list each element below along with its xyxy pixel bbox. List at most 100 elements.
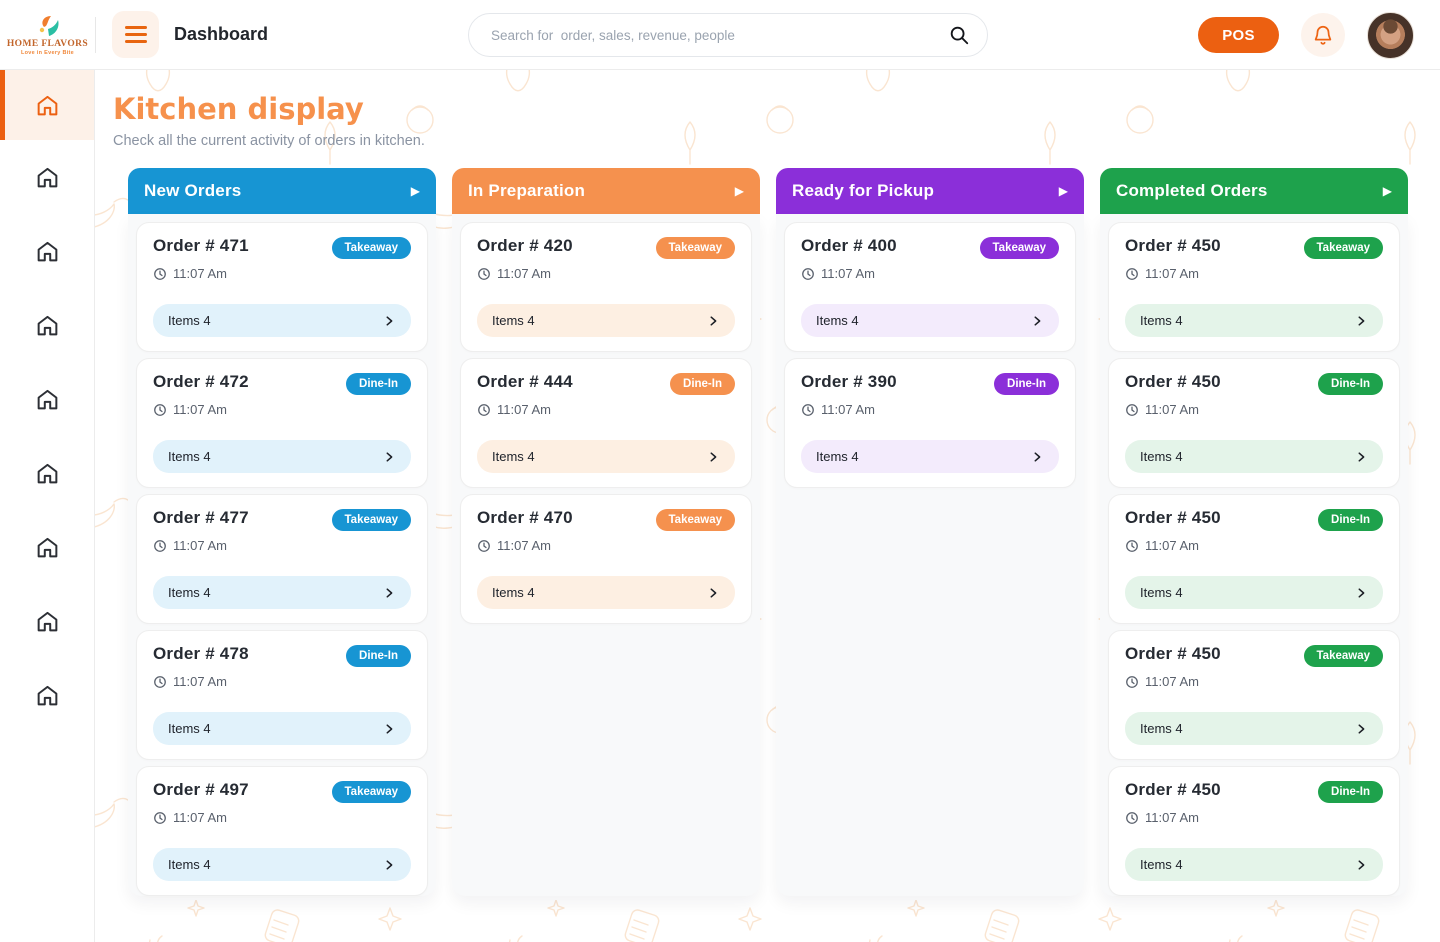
order-card[interactable]: Order # 450 Takeaway 11:07 Am Items 4 [1108,630,1400,760]
pos-button[interactable]: POS [1198,17,1279,53]
order-time: 11:07 Am [153,810,411,825]
order-type-badge: Takeaway [1303,645,1383,667]
sidebar-item-5[interactable] [0,436,94,510]
menu-icon[interactable] [112,11,159,58]
order-card[interactable]: Order # 477 Takeaway 11:07 Am Items 4 [136,494,428,624]
order-card[interactable]: Order # 478 Dine-In 11:07 Am Items 4 [136,630,428,760]
order-items-button[interactable]: Items 4 [1125,712,1383,745]
order-items-button[interactable]: Items 4 [801,440,1059,473]
column-header-in-preparation[interactable]: In Preparation ▶ [452,168,760,214]
column-header-new-orders[interactable]: New Orders ▶ [128,168,436,214]
chevron-right-icon [710,315,717,326]
column-completed-orders: Completed Orders ▶ Order # 450 Takeaway 11:0… [1100,168,1408,896]
sidebar-item-0-active[interactable] [0,70,94,140]
order-card-top: Order # 478 Dine-In [153,644,411,667]
order-items-button[interactable]: Items 4 [1125,848,1383,881]
order-time-label: 11:07 Am [173,538,227,553]
order-card[interactable]: Order # 400 Takeaway 11:07 Am Items 4 [784,222,1076,352]
order-time-label: 11:07 Am [497,538,551,553]
order-items-button[interactable]: Items 4 [153,848,411,881]
sidebar-item-1[interactable] [0,140,94,214]
order-items-button[interactable]: Items 4 [477,440,735,473]
order-time-label: 11:07 Am [1145,810,1199,825]
order-card[interactable]: Order # 390 Dine-In 11:07 Am Items 4 [784,358,1076,488]
order-time-label: 11:07 Am [821,266,875,281]
order-items-button[interactable]: Items 4 [1125,576,1383,609]
order-items-button[interactable]: Items 4 [153,304,411,337]
order-items-button[interactable]: Items 4 [1125,304,1383,337]
chevron-right-icon [1358,315,1365,326]
items-label: Items 4 [1140,449,1183,464]
order-items-button[interactable]: Items 4 [153,440,411,473]
order-number: Order # 390 [801,372,897,391]
home-icon [37,463,57,483]
search-bar [468,13,988,57]
order-time-label: 11:07 Am [173,266,227,281]
home-icon [37,95,57,115]
sidebar-item-4[interactable] [0,362,94,436]
order-items-button[interactable]: Items 4 [477,576,735,609]
order-time: 11:07 Am [477,402,735,417]
search-icon[interactable] [948,24,970,46]
search-input[interactable] [468,13,988,57]
arrow-right-icon[interactable]: ▶ [734,184,744,198]
order-card[interactable]: Order # 450 Dine-In 11:07 Am Items 4 [1108,358,1400,488]
order-card[interactable]: Order # 444 Dine-In 11:07 Am Items 4 [460,358,752,488]
order-number: Order # 450 [1125,508,1221,527]
order-items-button[interactable]: Items 4 [153,712,411,745]
order-number: Order # 420 [477,236,573,255]
logo-swirl-icon [39,15,59,36]
order-number: Order # 472 [153,372,249,391]
sidebar-item-6[interactable] [0,510,94,584]
order-card[interactable]: Order # 450 Dine-In 11:07 Am Items 4 [1108,766,1400,896]
items-label: Items 4 [492,585,535,600]
order-time-label: 11:07 Am [173,402,227,417]
order-time-label: 11:07 Am [497,402,551,417]
column-body-in-preparation: Order # 420 Takeaway 11:07 Am Items 4 Order … [452,214,760,896]
clock-icon [1126,403,1138,416]
sidebar-item-3[interactable] [0,288,94,362]
order-type-badge: Dine-In [670,373,735,395]
order-time: 11:07 Am [801,402,1059,417]
column-header-ready-for-pickup[interactable]: Ready for Pickup ▶ [776,168,1084,214]
order-card[interactable]: Order # 450 Takeaway 11:07 Am Items 4 [1108,222,1400,352]
order-type-badge: Dine-In [1318,509,1383,531]
kanban-columns: New Orders ▶ Order # 471 Takeaway 11:07 Am It… [95,149,1440,896]
order-card[interactable]: Order # 450 Dine-In 11:07 Am Items 4 [1108,494,1400,624]
sidebar-item-7[interactable] [0,584,94,658]
order-items-button[interactable]: Items 4 [801,304,1059,337]
clock-icon [802,267,814,280]
notification-button[interactable] [1301,13,1345,57]
top-header: HOME FLAVORS Love in Every Bite Dashboar… [0,0,1440,70]
order-card[interactable]: Order # 471 Takeaway 11:07 Am Items 4 [136,222,428,352]
brand-logo[interactable]: HOME FLAVORS Love in Every Bite [0,0,95,70]
order-time-label: 11:07 Am [1145,674,1199,689]
order-type-badge: Dine-In [994,373,1059,395]
header-actions: POS [1198,0,1414,70]
arrow-right-icon[interactable]: ▶ [410,184,420,198]
order-type-badge: Takeaway [331,237,411,259]
order-items-button[interactable]: Items 4 [477,304,735,337]
column-body-new-orders: Order # 471 Takeaway 11:07 Am Items 4 Order … [128,214,436,896]
column-new-orders: New Orders ▶ Order # 471 Takeaway 11:07 Am It… [128,168,436,896]
clock-icon [802,403,814,416]
avatar[interactable] [1367,11,1414,59]
order-card[interactable]: Order # 420 Takeaway 11:07 Am Items 4 [460,222,752,352]
order-type-badge: Takeaway [331,509,411,531]
order-card[interactable]: Order # 472 Dine-In 11:07 Am Items 4 [136,358,428,488]
column-header-completed-orders[interactable]: Completed Orders ▶ [1100,168,1408,214]
order-card[interactable]: Order # 470 Takeaway 11:07 Am Items 4 [460,494,752,624]
order-number: Order # 450 [1125,372,1221,391]
order-time: 11:07 Am [477,266,735,281]
order-card[interactable]: Order # 497 Takeaway 11:07 Am Items 4 [136,766,428,896]
sidebar-item-8[interactable] [0,658,94,732]
arrow-right-icon[interactable]: ▶ [1058,184,1068,198]
order-items-button[interactable]: Items 4 [1125,440,1383,473]
arrow-right-icon[interactable]: ▶ [1382,184,1392,198]
order-items-button[interactable]: Items 4 [153,576,411,609]
order-time: 11:07 Am [1125,810,1383,825]
chevron-right-icon [386,315,393,326]
order-card-top: Order # 390 Dine-In [801,372,1059,395]
page-head: Kitchen display Check all the current ac… [95,70,1440,149]
sidebar-item-2[interactable] [0,214,94,288]
